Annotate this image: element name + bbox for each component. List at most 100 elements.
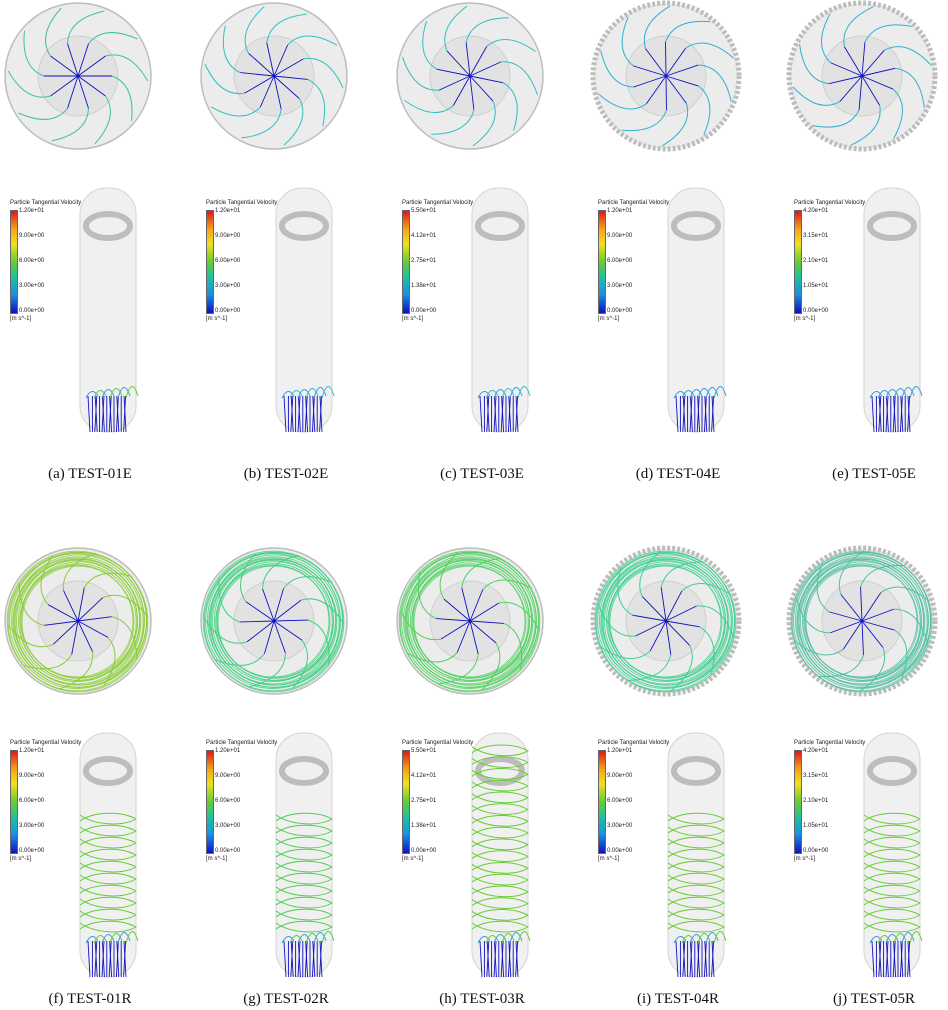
helical-streamline: [79, 836, 138, 849]
radial-vane-streamline: [469, 75, 504, 84]
annular-streamline: [594, 550, 736, 692]
swirl-streamline: [503, 82, 518, 131]
swirl-streamline: [402, 57, 440, 91]
inlet-annulus: [279, 211, 329, 241]
radial-vane-streamline: [263, 620, 275, 654]
radial-vane-streamline: [273, 75, 300, 99]
side-view-streamlines: [667, 187, 727, 433]
chamber-cylinder: [667, 187, 725, 433]
helical-streamline: [863, 920, 922, 933]
helical-streamline: [667, 908, 726, 921]
colorbar-title: Particle Tangential Velocity: [794, 200, 866, 206]
curl-streamline: [313, 932, 327, 944]
helical-streamline: [667, 872, 726, 885]
panel-test-02r: Particle Tangential Velocity 1.20e+01 9.…: [196, 545, 376, 1010]
radial-vane-streamline: [633, 75, 667, 88]
swirl-streamline: [821, 13, 832, 64]
curl-streamline: [893, 388, 907, 399]
colorbar-tick: 1.05e+01: [803, 823, 829, 829]
curl-streamline: [901, 387, 915, 399]
colorbar-tick: 0.00e+00: [215, 848, 241, 854]
helical-streamline: [863, 908, 922, 921]
helical-streamline: [275, 908, 334, 921]
injection-streamline: [319, 940, 323, 978]
swirl-streamline: [94, 95, 111, 145]
radial-vane-streamline: [665, 620, 672, 655]
helical-streamline: [79, 824, 138, 837]
swirl-streamline: [600, 50, 634, 88]
curl-streamline: [281, 391, 295, 399]
colorbar-tick: 0.00e+00: [215, 308, 241, 314]
colorbar-title: Particle Tangential Velocity: [402, 740, 474, 746]
radial-vane-streamline: [469, 75, 494, 102]
injection-streamline: [305, 940, 309, 978]
radial-vane-streamline: [469, 46, 488, 77]
colorbar-unit: [m s^-1]: [598, 316, 620, 322]
chamber-cylinder: [275, 187, 333, 433]
radial-vane-streamline: [262, 588, 275, 622]
radial-vane-streamline: [660, 587, 667, 622]
curl-streamline: [485, 390, 499, 399]
chamber-cylinder: [863, 187, 921, 433]
curl-streamline: [125, 931, 139, 944]
injection-streamline: [297, 395, 301, 433]
helical-streamline: [471, 873, 530, 886]
radial-vane-streamline: [67, 43, 79, 77]
panel-test-04e: Particle Tangential Velocity 1.20e+01 9.…: [588, 0, 768, 500]
radial-vane-streamline: [67, 75, 79, 109]
colorbar-tick: 6.00e+00: [215, 258, 241, 264]
curl-streamline: [681, 935, 695, 944]
radial-vane-streamline: [77, 597, 104, 622]
helical-streamline: [275, 920, 334, 933]
swirl-streamline: [18, 583, 45, 626]
swirl-streamline: [884, 46, 932, 66]
colorbar-tick: 0.00e+00: [803, 308, 829, 314]
colorbar-gradient: [598, 210, 606, 314]
helical-streamline: [471, 850, 530, 862]
swirl-streamline: [204, 63, 245, 95]
helical-streamline: [275, 848, 334, 861]
curl-streamline: [517, 931, 531, 944]
swirl-streamline: [486, 39, 536, 53]
swirl-streamline: [600, 646, 651, 659]
curl-streamline: [281, 936, 295, 944]
radial-vane-streamline: [446, 50, 471, 77]
colorbar-unit: [m s^-1]: [598, 856, 620, 862]
radial-vane-streamline: [665, 620, 700, 628]
radial-vane-streamline: [44, 620, 79, 626]
helical-streamline: [79, 908, 138, 921]
curl-streamline: [501, 933, 515, 944]
swirl-streamline: [685, 42, 735, 59]
curl-streamline: [485, 935, 499, 944]
radial-vane-streamline: [436, 618, 471, 622]
injection-streamline: [290, 395, 294, 433]
colorbar-tick: 1.20e+01: [19, 208, 45, 214]
helical-streamline: [79, 884, 138, 897]
radial-vane-streamline: [469, 602, 500, 622]
curl-streamline: [517, 386, 531, 399]
injection-streamline: [689, 940, 693, 978]
swirl-streamline: [417, 572, 437, 620]
side-view-streamlines: [275, 732, 335, 978]
curl-streamline: [673, 391, 687, 399]
radial-vane-streamline: [259, 75, 275, 108]
swirl-streamline: [303, 57, 344, 89]
annular-streamline: [799, 559, 923, 683]
colorbar-tick: 3.00e+00: [215, 283, 241, 289]
radial-vane-streamline: [77, 587, 85, 622]
helical-streamline: [863, 860, 922, 873]
swirl-streamline: [307, 78, 326, 127]
swirl-streamline: [850, 105, 881, 146]
swirl-streamline: [283, 98, 304, 146]
radial-vane-streamline: [273, 620, 303, 641]
radial-vane-streamline: [461, 587, 471, 622]
injection-streamline: [501, 395, 505, 433]
helical-streamline: [667, 920, 726, 933]
helical-streamline: [667, 896, 726, 909]
colorbar: Particle Tangential Velocity 1.20e+01 9.…: [196, 740, 291, 875]
colorbar: Particle Tangential Velocity 5.50e+01 4.…: [392, 200, 487, 335]
colorbar-tick: 0.00e+00: [607, 308, 633, 314]
helical-streamline: [667, 812, 726, 825]
curl-streamline: [117, 387, 131, 399]
swirl-streamline: [241, 109, 282, 139]
